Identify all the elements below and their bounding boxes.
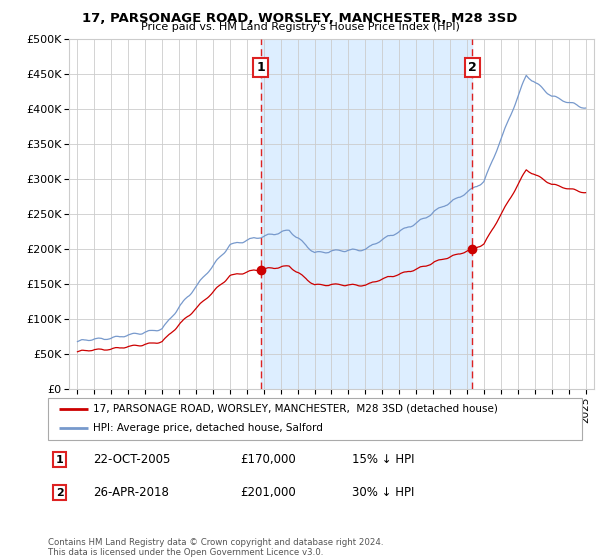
Bar [261,39,472,389]
Text: 22-OCT-2005: 22-OCT-2005 [94,454,171,466]
Text: 1: 1 [257,60,265,74]
Text: Contains HM Land Registry data © Crown copyright and database right 2024.
This d: Contains HM Land Registry data © Crown c… [48,538,383,557]
Text: HPI: Average price, detached house, Salford: HPI: Average price, detached house, Salf… [94,423,323,433]
Text: 15% ↓ HPI: 15% ↓ HPI [352,454,415,466]
Text: 2: 2 [56,488,64,498]
Text: 26-APR-2018: 26-APR-2018 [94,486,169,500]
Text: Price paid vs. HM Land Registry's House Price Index (HPI): Price paid vs. HM Land Registry's House … [140,22,460,32]
Text: 2: 2 [468,60,477,74]
Text: 30% ↓ HPI: 30% ↓ HPI [352,486,415,500]
Text: £201,000: £201,000 [240,486,296,500]
Text: 17, PARSONAGE ROAD, WORSLEY, MANCHESTER,  M28 3SD (detached house): 17, PARSONAGE ROAD, WORSLEY, MANCHESTER,… [94,404,498,414]
Text: 1: 1 [56,455,64,465]
Text: £170,000: £170,000 [240,454,296,466]
Text: 17, PARSONAGE ROAD, WORSLEY, MANCHESTER, M28 3SD: 17, PARSONAGE ROAD, WORSLEY, MANCHESTER,… [82,12,518,25]
